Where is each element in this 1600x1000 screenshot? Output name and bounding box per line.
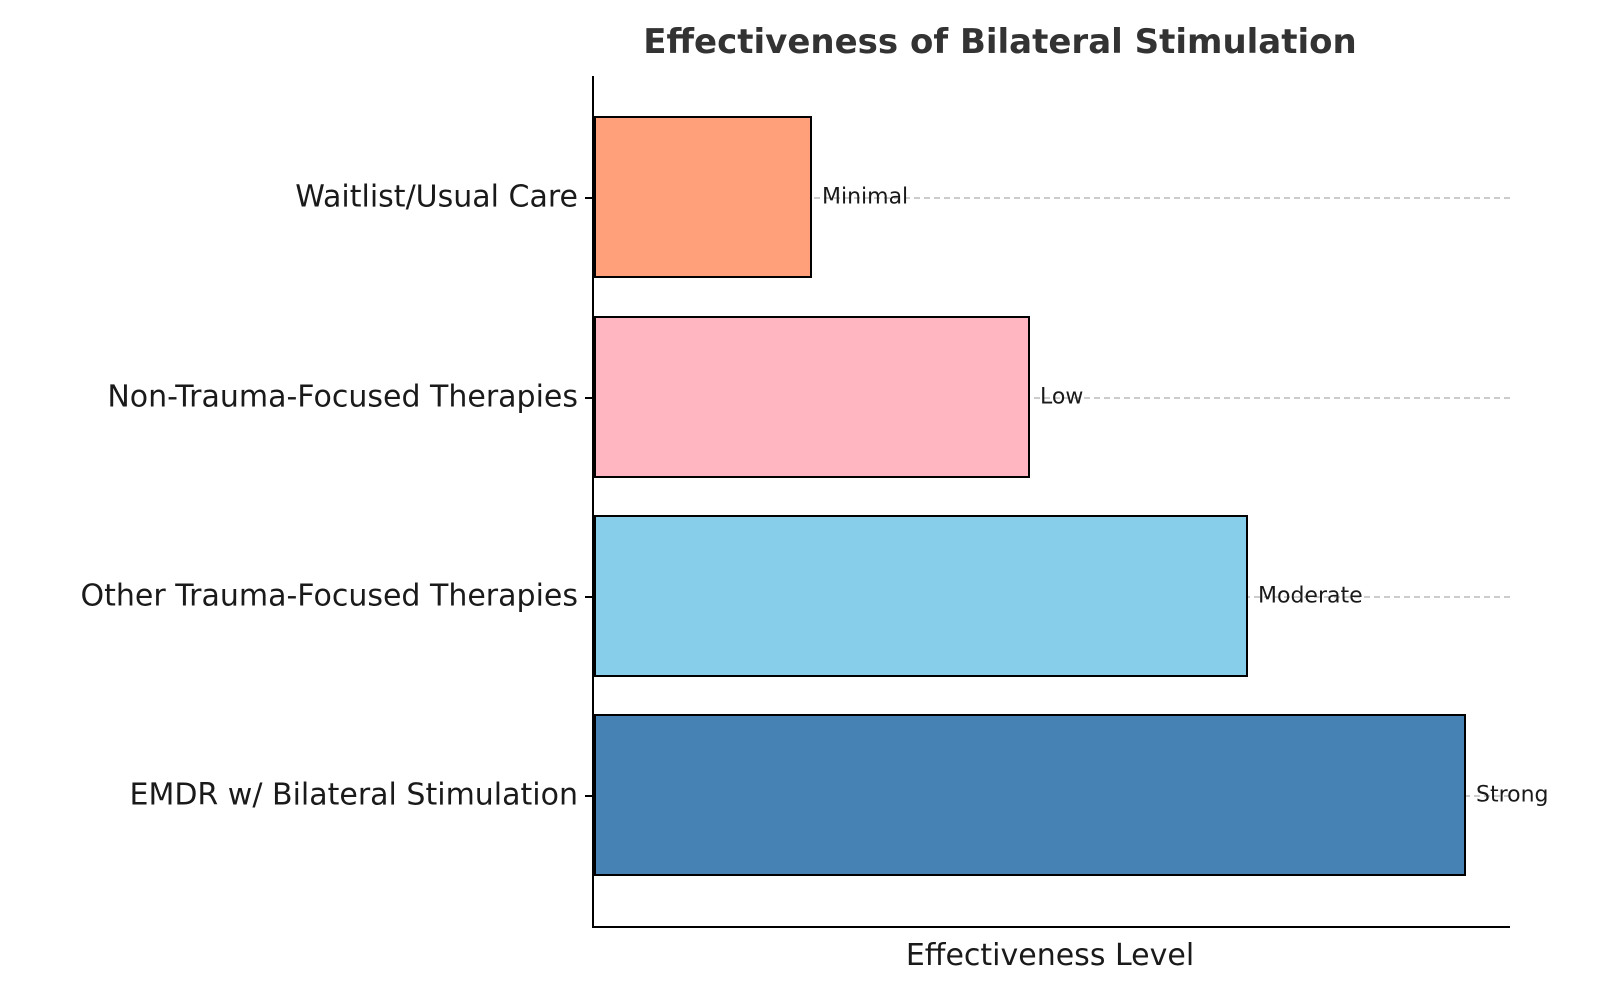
- bar-value-label: Low: [1040, 384, 1084, 410]
- bar-value-label: Moderate: [1258, 583, 1363, 609]
- bar-non-trauma-focused-therapies: [594, 316, 1030, 478]
- y-axis-label: Other Trauma-Focused Therapies: [80, 578, 579, 614]
- x-axis-label: Effectiveness Level: [905, 938, 1195, 973]
- gridline: [594, 397, 1510, 399]
- bar-waitlist-usual-care: [594, 116, 812, 278]
- y-axis-tick: [585, 197, 592, 199]
- bar-other-trauma-focused-therapies: [594, 515, 1248, 677]
- y-axis-tick: [585, 795, 592, 797]
- y-axis-tick: [585, 397, 592, 399]
- chart-title: Effectiveness of Bilateral Stimulation: [643, 22, 1357, 62]
- y-axis-label: Waitlist/Usual Care: [295, 179, 578, 215]
- gridline: [594, 197, 1510, 199]
- bar-value-label: Strong: [1476, 782, 1549, 808]
- y-axis-tick: [585, 596, 592, 598]
- bar-emdr-w-bilateral-stimulation: [594, 714, 1466, 876]
- plot-area: Minimal Low Moderate Strong: [585, 76, 1549, 928]
- bar-value-label: Minimal: [822, 184, 909, 210]
- y-axis-label: Non-Trauma-Focused Therapies: [107, 379, 578, 415]
- y-axis-label: EMDR w/ Bilateral Stimulation: [129, 777, 578, 813]
